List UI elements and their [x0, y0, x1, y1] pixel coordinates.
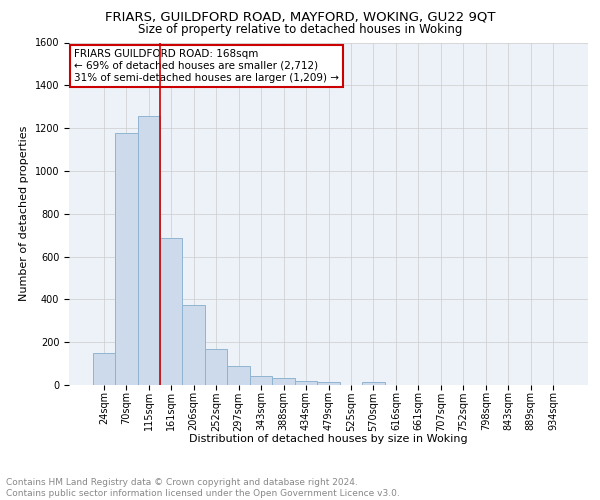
Text: Contains HM Land Registry data © Crown copyright and database right 2024.
Contai: Contains HM Land Registry data © Crown c… [6, 478, 400, 498]
Bar [362, 382, 385, 385]
Bar [250, 376, 272, 385]
Bar [295, 380, 317, 385]
X-axis label: Distribution of detached houses by size in Woking: Distribution of detached houses by size … [189, 434, 468, 444]
Bar [160, 238, 182, 385]
Bar [92, 353, 115, 385]
Bar [317, 382, 340, 385]
Text: Size of property relative to detached houses in Woking: Size of property relative to detached ho… [138, 22, 462, 36]
Bar [205, 348, 227, 385]
Bar [115, 134, 137, 385]
Bar [272, 378, 295, 385]
Bar [137, 116, 160, 385]
Text: FRIARS, GUILDFORD ROAD, MAYFORD, WOKING, GU22 9QT: FRIARS, GUILDFORD ROAD, MAYFORD, WOKING,… [105, 10, 495, 23]
Bar [182, 304, 205, 385]
Y-axis label: Number of detached properties: Number of detached properties [19, 126, 29, 302]
Bar [227, 366, 250, 385]
Text: FRIARS GUILDFORD ROAD: 168sqm
← 69% of detached houses are smaller (2,712)
31% o: FRIARS GUILDFORD ROAD: 168sqm ← 69% of d… [74, 50, 339, 82]
